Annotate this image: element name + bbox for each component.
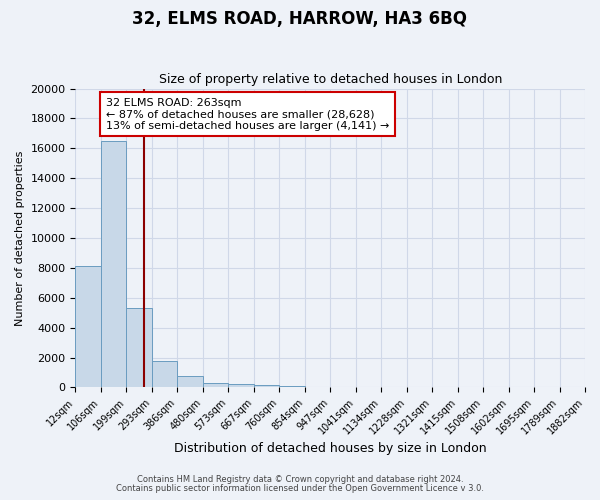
Bar	[228, 384, 254, 388]
Title: Size of property relative to detached houses in London: Size of property relative to detached ho…	[158, 73, 502, 86]
Bar	[203, 383, 228, 388]
Bar	[254, 385, 279, 388]
Text: Contains HM Land Registry data © Crown copyright and database right 2024.: Contains HM Land Registry data © Crown c…	[137, 476, 463, 484]
Y-axis label: Number of detached properties: Number of detached properties	[15, 150, 25, 326]
Text: 32, ELMS ROAD, HARROW, HA3 6BQ: 32, ELMS ROAD, HARROW, HA3 6BQ	[133, 10, 467, 28]
Text: Contains public sector information licensed under the Open Government Licence v : Contains public sector information licen…	[116, 484, 484, 493]
Bar	[127, 308, 152, 388]
Bar	[279, 386, 305, 388]
Bar	[178, 376, 203, 388]
Bar	[101, 141, 127, 388]
X-axis label: Distribution of detached houses by size in London: Distribution of detached houses by size …	[174, 442, 487, 455]
Text: 32 ELMS ROAD: 263sqm
← 87% of detached houses are smaller (28,628)
13% of semi-d: 32 ELMS ROAD: 263sqm ← 87% of detached h…	[106, 98, 389, 130]
Bar	[152, 362, 178, 388]
Bar	[76, 266, 101, 388]
